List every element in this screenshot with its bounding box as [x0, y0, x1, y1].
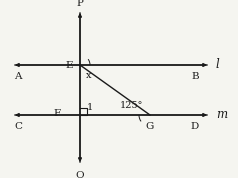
Text: 125°: 125° [120, 101, 143, 111]
Text: G: G [146, 122, 154, 131]
Text: l: l [216, 59, 220, 72]
Text: A: A [14, 72, 22, 81]
Text: B: B [191, 72, 199, 81]
Text: Q: Q [76, 170, 84, 178]
Text: C: C [14, 122, 22, 131]
Text: F: F [54, 109, 61, 117]
Text: 1: 1 [87, 103, 93, 112]
Text: D: D [191, 122, 199, 131]
Text: E: E [65, 61, 73, 69]
Text: m: m [216, 109, 227, 122]
Text: P: P [77, 0, 84, 8]
Text: x: x [86, 72, 91, 80]
